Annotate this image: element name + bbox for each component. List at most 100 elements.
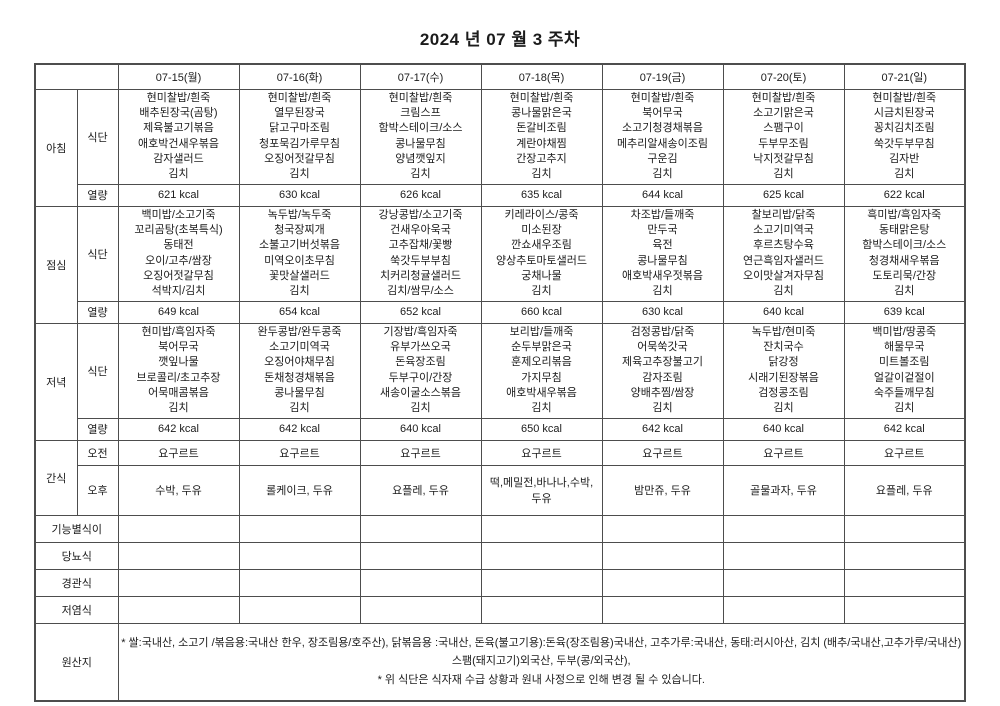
snack-cell: 밤만쥬, 두유 [601, 464, 724, 516]
meal-label-dinner: 저녁 [34, 322, 78, 441]
day-header: 07-15(월) [117, 63, 240, 90]
meal-label-breakfast: 아침 [34, 88, 78, 207]
day-header: 07-17(수) [359, 63, 482, 90]
kcal-cell: 630 kcal [601, 300, 724, 324]
empty-cell [601, 514, 724, 543]
empty-cell [238, 514, 361, 543]
breakfast-kcal-row: 열량 621 kcal 630 kcal 626 kcal 635 kcal 6… [35, 183, 966, 207]
menu-cell: 현미찰밥/흰죽 시금치된장국 꽁치김치조림 쑥갓두부무침 김자반 김치 [843, 88, 966, 185]
menu-cell: 녹두밥/현미죽 잔치국수 닭강정 시래기된장볶음 검정콩조림 김치 [722, 322, 845, 419]
snack-cell: 요구르트 [238, 439, 361, 466]
row-label-menu: 식단 [76, 88, 119, 185]
empty-cell [480, 595, 603, 624]
empty-cell [480, 541, 603, 570]
snack-cell: 요플레, 두유 [843, 464, 966, 516]
origin-label: 원산지 [34, 622, 119, 702]
special-diet-row: 저염식 [34, 595, 966, 624]
menu-cell: 찰보리밥/닭죽 소고기미역국 후르츠탕수육 연근흑임자샐러드 오이맛살겨자무침 … [722, 205, 845, 302]
kcal-cell: 630 kcal [238, 183, 361, 207]
empty-cell [480, 514, 603, 543]
menu-cell: 녹두밥/녹두죽 청국장찌개 소불고기버섯볶음 미역오이초무침 꽃맛살샐러드 김치 [238, 205, 361, 302]
empty-cell [359, 514, 482, 543]
dinner-menu-row: 저녁 식단 현미밥/흑임자죽 북어무국 깻잎나물 브로콜리/초고추장 어묵매콤볶… [34, 322, 966, 441]
empty-cell [843, 514, 966, 543]
empty-cell [843, 541, 966, 570]
row-label-menu: 식단 [76, 205, 119, 302]
row-label-kcal: 열량 [76, 417, 119, 441]
snack-cell: 골물과자, 두유 [722, 464, 845, 516]
snack-cell: 롤케이크, 두유 [238, 464, 361, 516]
kcal-cell: 660 kcal [480, 300, 603, 324]
menu-cell: 백미밥/소고기죽 꼬리곰탕(초복특식) 동태전 오이/고추/쌈장 오징어젓갈무침… [117, 205, 240, 302]
kcal-cell: 625 kcal [722, 183, 845, 207]
header-row: 07-15(월) 07-16(화) 07-17(수) 07-18(목) 07-1… [34, 63, 966, 90]
special-row-label: 저염식 [34, 595, 119, 624]
snack-cell: 요구르트 [117, 439, 240, 466]
lunch-menu-row: 점심 식단 백미밥/소고기죽 꼬리곰탕(초복특식) 동태전 오이/고추/쌈장 오… [34, 205, 966, 324]
day-header: 07-19(금) [601, 63, 724, 90]
kcal-cell: 642 kcal [238, 417, 361, 441]
empty-cell [722, 541, 845, 570]
empty-cell [722, 514, 845, 543]
special-row-label: 기능별식이 [34, 514, 119, 543]
day-header: 07-18(목) [480, 63, 603, 90]
corner-cell [34, 63, 119, 90]
special-diet-row: 당뇨식 [34, 541, 966, 570]
empty-cell [117, 541, 240, 570]
snack-label: 간식 [34, 439, 78, 516]
empty-cell [601, 541, 724, 570]
snack-cell: 요구르트 [359, 439, 482, 466]
empty-cell [359, 568, 482, 597]
menu-cell: 백미밥/땅콩죽 해물무국 미트볼조림 얼갈이겉절이 숙주들깨무침 김치 [843, 322, 966, 419]
day-header: 07-21(일) [843, 63, 966, 90]
kcal-cell: 640 kcal [722, 417, 845, 441]
day-header: 07-20(토) [722, 63, 845, 90]
empty-cell [238, 541, 361, 570]
menu-cell: 검정콩밥/닭죽 어묵쑥갓국 제육고추장불고기 감자조림 양배추찜/쌈장 김치 [601, 322, 724, 419]
origin-row: 원산지 * 쌀:국내산, 소고기 /볶음용:국내산 한우, 장조림용/호주산),… [34, 622, 966, 702]
weekly-meal-table: 07-15(월) 07-16(화) 07-17(수) 07-18(목) 07-1… [34, 63, 966, 702]
kcal-cell: 640 kcal [722, 300, 845, 324]
snack-cell: 요구르트 [480, 439, 603, 466]
menu-cell: 강낭콩밥/소고기죽 건새우아욱국 고추잡채/꽃빵 쑥갓두부부침 치커리청귤샐러드… [359, 205, 482, 302]
kcal-cell: 644 kcal [601, 183, 724, 207]
empty-cell [359, 595, 482, 624]
kcal-cell: 652 kcal [359, 300, 482, 324]
row-label-kcal: 열량 [76, 300, 119, 324]
row-label-kcal: 열량 [76, 183, 119, 207]
dinner-kcal-row: 열량 642 kcal 642 kcal 640 kcal 650 kcal 6… [35, 417, 966, 441]
menu-cell: 차조밥/들깨죽 만두국 육전 콩나물무침 애호박새우젓볶음 김치 [601, 205, 724, 302]
empty-cell [601, 595, 724, 624]
menu-cell: 현미밥/흑임자죽 북어무국 깻잎나물 브로콜리/초고추장 어묵매콤볶음 김치 [117, 322, 240, 419]
special-row-label: 경관식 [34, 568, 119, 597]
kcal-cell: 635 kcal [480, 183, 603, 207]
row-label-menu: 식단 [76, 322, 119, 419]
menu-cell: 흑미밥/흑임자죽 동태맑은탕 함박스테이크/소스 청경채새우볶음 도토리묵/간장… [843, 205, 966, 302]
kcal-cell: 649 kcal [117, 300, 240, 324]
empty-cell [843, 568, 966, 597]
kcal-cell: 640 kcal [359, 417, 482, 441]
menu-cell: 기장밥/흑임자죽 유부가쓰오국 돈육장조림 두부구이/간장 새송이굴소스볶음 김… [359, 322, 482, 419]
kcal-cell: 642 kcal [117, 417, 240, 441]
snack-am-row: 간식 오전 요구르트 요구르트 요구르트 요구르트 요구르트 요구르트 요구르트 [34, 439, 966, 516]
kcal-cell: 639 kcal [843, 300, 966, 324]
snack-cell: 요구르트 [843, 439, 966, 466]
kcal-cell: 654 kcal [238, 300, 361, 324]
empty-cell [117, 514, 240, 543]
empty-cell [117, 568, 240, 597]
empty-cell [601, 568, 724, 597]
empty-cell [480, 568, 603, 597]
menu-cell: 현미찰밥/흰죽 열무된장국 닭고구마조림 청포묵김가루무침 오징어젓갈무침 김치 [238, 88, 361, 185]
origin-note: * 쌀:국내산, 소고기 /볶음용:국내산 한우, 장조림용/호주산), 닭볶음… [117, 622, 966, 702]
menu-cell: 완두콩밥/완두콩죽 소고기미역국 오징어야채무침 돈채청경채볶음 콩나물무침 김… [238, 322, 361, 419]
empty-cell [117, 595, 240, 624]
snack-pm-row: 오후 수박, 두유 롤케이크, 두유 요플레, 두유 떡,메밀전,바나나,수박,… [35, 464, 966, 516]
kcal-cell: 642 kcal [601, 417, 724, 441]
menu-cell: 현미찰밥/흰죽 콩나물맑은국 돈갈비조림 계란야채찜 간장고추지 김치 [480, 88, 603, 185]
meal-label-lunch: 점심 [34, 205, 78, 324]
row-label-pm: 오후 [76, 464, 119, 516]
menu-cell: 현미찰밥/흰죽 크림스프 함박스테이크/소스 콩나물무침 양념깻잎지 김치 [359, 88, 482, 185]
snack-cell: 요플레, 두유 [359, 464, 482, 516]
menu-cell: 보리밥/들깨죽 순두부맑은국 훈제오리볶음 가지무침 애호박새우볶음 김치 [480, 322, 603, 419]
menu-cell: 키레라이스/콩죽 미소된장 깐쇼새우조림 양상추토마토샐러드 궁채나물 김치 [480, 205, 603, 302]
